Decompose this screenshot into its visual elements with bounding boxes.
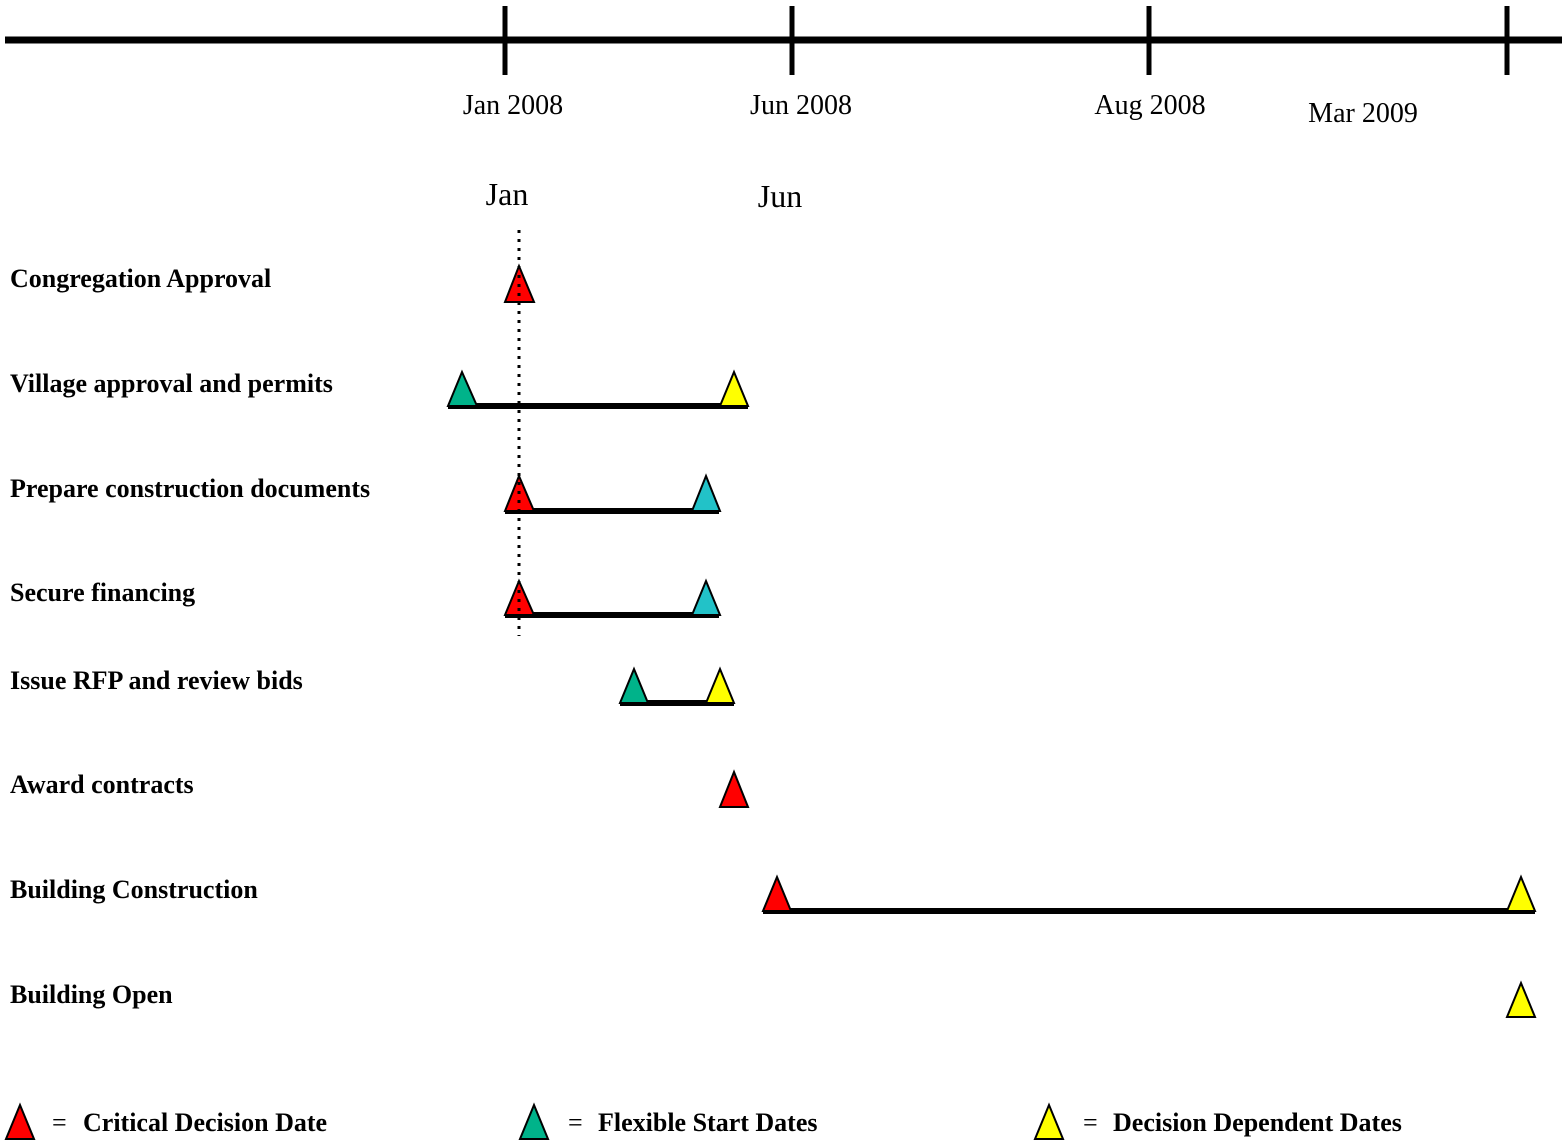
tick-label-jun-2008: Jun 2008 — [750, 90, 852, 121]
marker-flexible-issue-rfp — [618, 666, 650, 704]
marker-flexible-alt-secure-financing — [690, 578, 722, 616]
task-label-building-construction: Building Construction — [10, 875, 258, 904]
legend-label-flexible: Flexible Start Dates — [598, 1108, 818, 1137]
legend-label-dependent: Decision Dependent Dates — [1113, 1108, 1402, 1137]
legend-equals-flexible: = — [568, 1108, 583, 1137]
legend-equals-dependent: = — [1083, 1108, 1098, 1137]
marker-dependent-issue-rfp — [704, 666, 736, 704]
legend-label-critical: Critical Decision Date — [83, 1108, 327, 1137]
marker-dependent-village-approval — [718, 369, 750, 407]
month-label-jan: Jan — [486, 176, 529, 212]
legend-dependent-icon — [1033, 1102, 1065, 1140]
task-label-congregation-approval: Congregation Approval — [10, 264, 271, 293]
month-label-jun: Jun — [758, 178, 802, 214]
task-label-award-contracts: Award contracts — [10, 770, 194, 799]
marker-flexible-alt-prepare-docs — [690, 473, 722, 512]
legend-flexible-icon — [518, 1102, 550, 1140]
marker-dependent-building-open — [1505, 980, 1537, 1018]
legend-equals-critical: = — [52, 1108, 67, 1137]
marker-critical-award-contracts — [718, 769, 750, 808]
marker-flexible-village-approval — [446, 369, 479, 407]
tick-label-mar-2009: Mar 2009 — [1308, 98, 1418, 129]
task-label-prepare-docs: Prepare construction documents — [10, 474, 370, 503]
marker-critical-secure-financing — [503, 578, 536, 616]
legend-critical-icon — [4, 1102, 36, 1140]
task-label-building-open: Building Open — [10, 980, 173, 1009]
legend: = Critical Decision Date = Flexible Star… — [4, 1102, 1402, 1140]
marker-critical-building-construction — [761, 874, 793, 912]
task-label-secure-financing: Secure financing — [10, 578, 195, 607]
marker-dependent-building-construction — [1505, 874, 1537, 912]
tick-label-jan-2008: Jan 2008 — [463, 90, 563, 121]
tick-label-aug-2008: Aug 2008 — [1094, 90, 1205, 121]
task-label-issue-rfp: Issue RFP and review bids — [10, 666, 303, 695]
task-label-village-approval: Village approval and permits — [10, 369, 333, 398]
